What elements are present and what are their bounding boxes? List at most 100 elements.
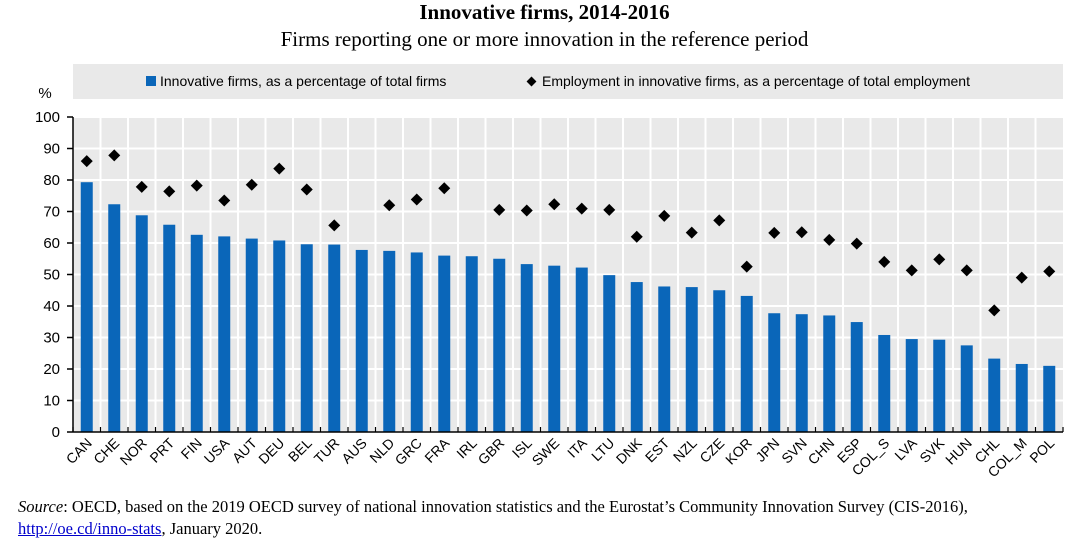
x-tick-label: KOR — [722, 435, 755, 468]
y-tick-label: 50 — [43, 267, 60, 284]
bar-deu — [273, 240, 286, 432]
x-tick-label: USA — [201, 434, 233, 466]
diamond-marker-nor — [135, 180, 148, 193]
x-tick-label: FIN — [178, 435, 205, 462]
y-tick-label: 100 — [35, 109, 60, 126]
y-tick-label: 0 — [52, 424, 60, 441]
bar-irl — [465, 256, 478, 432]
x-tick-label: FRA — [421, 434, 453, 466]
bar-cze — [713, 290, 726, 432]
bar-can — [80, 182, 93, 432]
diamond-marker-jpn — [768, 226, 781, 239]
diamond-marker-cze — [713, 214, 726, 227]
diamond-marker-dnk — [630, 230, 643, 243]
diamond-marker-can — [80, 155, 93, 168]
diamond-marker-tur — [328, 219, 341, 232]
bar-usa — [218, 236, 231, 432]
bar-nor — [135, 215, 148, 432]
diamond-marker-fin — [190, 179, 203, 192]
bar-che — [108, 204, 121, 432]
bar-gbr — [493, 258, 506, 432]
diamond-marker-svn — [795, 226, 808, 239]
source-text-1: : OECD, based on the 2019 OECD survey of… — [63, 497, 968, 516]
x-tick-label: DEU — [255, 435, 287, 467]
diamond-marker-chn — [823, 233, 836, 246]
x-tick-label: GRC — [392, 435, 425, 468]
x-tick-label: TUR — [311, 435, 343, 467]
diamond-marker-esp — [850, 237, 863, 250]
diamond-marker-hun — [960, 264, 973, 277]
diamond-marker-ita — [575, 202, 588, 215]
source-link[interactable]: http://oe.cd/inno-stats — [18, 519, 162, 538]
diamond-marker-bel — [300, 183, 313, 196]
x-tick-label: SVK — [916, 434, 948, 466]
bar-col_s — [878, 334, 891, 432]
bar-jpn — [768, 313, 781, 432]
diamond-marker-pol — [1043, 265, 1056, 278]
diamond-marker-nzl — [685, 226, 698, 239]
diamond-marker-deu — [273, 162, 286, 175]
x-tick-label: SVN — [778, 435, 810, 467]
diamond-marker-col_m — [1015, 271, 1028, 284]
legend-bar-label: Innovative firms, as a percentage of tot… — [160, 73, 447, 89]
legend: Innovative firms, as a percentage of tot… — [73, 64, 1063, 99]
diamond-marker-isl — [520, 204, 533, 217]
diamond-marker-chl — [988, 304, 1001, 317]
bar-bel — [300, 244, 313, 432]
x-tick-label: CAN — [63, 435, 95, 467]
diamond-marker-usa — [218, 194, 231, 207]
x-tick-label: HUN — [942, 435, 975, 468]
y-axis-label: % — [38, 85, 51, 102]
x-tick-label: EST — [642, 434, 673, 465]
x-tick-label: NZL — [670, 435, 700, 465]
bar-dnk — [630, 282, 643, 432]
x-tick-label: BEL — [285, 435, 315, 465]
y-tick-label: 30 — [43, 330, 60, 347]
bar-chl — [988, 358, 1001, 432]
source-prefix: Source — [18, 497, 64, 516]
bar-est — [658, 286, 671, 432]
bar-col_m — [1015, 363, 1028, 432]
diamond-marker-che — [108, 149, 121, 162]
y-tick-label: 90 — [43, 141, 60, 158]
bar-aut — [245, 238, 258, 432]
bar-fin — [190, 234, 203, 432]
y-tick-label: 70 — [43, 204, 60, 221]
bar-lva — [905, 339, 918, 432]
diamond-marker-col_s — [878, 255, 891, 268]
bar-pol — [1043, 365, 1056, 432]
diamond-marker-kor — [740, 260, 753, 273]
x-tick-label: DNK — [613, 434, 646, 467]
bar-tur — [328, 244, 341, 432]
diamond-marker-swe — [548, 198, 561, 211]
diamond-marker-nld — [383, 199, 396, 212]
bar-svn — [795, 314, 808, 432]
bar-aus — [355, 249, 368, 432]
x-tick-label: NOR — [117, 435, 150, 468]
source-text-2: , January 2020. — [161, 519, 263, 538]
bar-svk — [933, 339, 946, 432]
chart-title: Innovative firms, 2014-2016 — [419, 0, 670, 24]
x-tick-label: AUS — [338, 435, 370, 467]
x-tick-label: JPN — [752, 435, 782, 465]
x-tick-label: NLD — [366, 435, 397, 466]
x-tick-label: LTU — [588, 435, 617, 464]
x-tick-label: AUT — [229, 434, 260, 465]
bar-ltu — [603, 275, 616, 432]
x-tick-label: LVA — [891, 434, 920, 463]
diamond-marker-svk — [933, 253, 946, 266]
bar-nld — [383, 250, 396, 432]
diamond-marker-fra — [438, 182, 451, 195]
y-tick-label: 60 — [43, 235, 60, 252]
bar-swe — [548, 265, 561, 432]
x-tick-label: SWE — [529, 435, 563, 469]
diamond-marker-aut — [245, 178, 258, 191]
legend-item-diamonds: Employment in innovative firms, as a per… — [525, 73, 970, 89]
bar-hun — [960, 345, 973, 432]
legend-diamond-label: Employment in innovative firms, as a per… — [542, 73, 970, 89]
x-tick-label: CHE — [90, 435, 122, 467]
x-tick-label: PRT — [146, 434, 177, 465]
bar-esp — [850, 322, 863, 432]
y-tick-label: 80 — [43, 172, 60, 189]
